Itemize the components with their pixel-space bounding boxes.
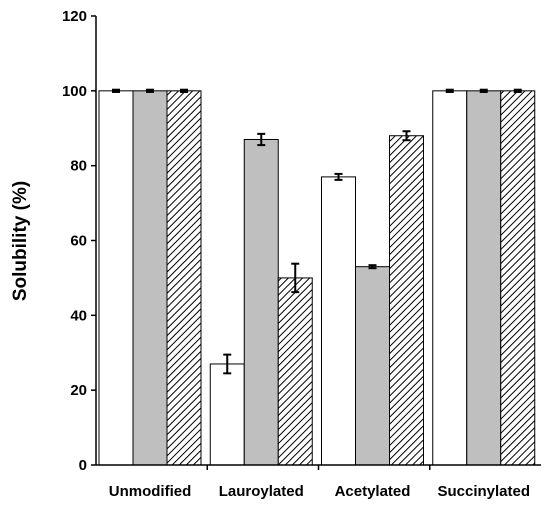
x-category-label-unmodified: Unmodified bbox=[109, 483, 192, 500]
error-bar-unmodified-white bbox=[112, 88, 120, 93]
error-bar-acetylated-white bbox=[334, 172, 343, 181]
y-axis-title: Solubility (%) bbox=[10, 181, 31, 301]
error-bar-acetylated-hatched bbox=[402, 130, 411, 142]
bar-lauroylated-gray bbox=[243, 138, 279, 466]
error-bar-succinylated-hatched bbox=[513, 88, 522, 93]
error-bar-lauroylated-white bbox=[223, 353, 232, 375]
bar-lauroylated-hatched bbox=[277, 277, 313, 466]
bar-unmodified-gray bbox=[132, 90, 168, 466]
error-bar-succinylated-white bbox=[445, 88, 454, 93]
x-category-label-succinylated: Succinylated bbox=[437, 483, 530, 500]
bar-succinylated-hatched bbox=[500, 90, 536, 466]
error-bar-acetylated-gray bbox=[368, 264, 377, 270]
bar-unmodified-hatched bbox=[166, 90, 202, 466]
error-bar-lauroylated-gray bbox=[257, 132, 266, 147]
y-tick-label: 20 bbox=[70, 382, 87, 399]
y-tick-label: 80 bbox=[70, 158, 87, 175]
bar-acetylated-gray bbox=[355, 266, 390, 466]
y-tick-label: 100 bbox=[62, 83, 87, 100]
bar-acetylated-white bbox=[321, 176, 356, 466]
bar-succinylated-gray bbox=[466, 90, 502, 466]
error-bar-unmodified-hatched bbox=[180, 88, 188, 93]
x-category-label-lauroylated: Lauroylated bbox=[219, 483, 304, 500]
y-tick-label: 0 bbox=[79, 457, 87, 474]
error-bar-succinylated-gray bbox=[479, 88, 488, 93]
bars-layer bbox=[98, 90, 536, 466]
y-tick-label: 120 bbox=[62, 8, 87, 25]
bar-unmodified-white bbox=[98, 90, 134, 466]
y-tick-label: 40 bbox=[70, 307, 87, 324]
error-bar-unmodified-gray bbox=[146, 88, 154, 93]
error-bar-lauroylated-hatched bbox=[291, 262, 300, 294]
axes: 0 20 40 60 80 100 120 Unmodified Lauroylated Acet… bbox=[62, 8, 541, 500]
bar-acetylated-hatched bbox=[389, 135, 424, 466]
error-bars-layer bbox=[112, 88, 522, 375]
x-category-label-acetylated: Acetylated bbox=[335, 483, 411, 500]
bar-lauroylated-white bbox=[209, 363, 245, 466]
y-tick-label: 60 bbox=[70, 233, 87, 250]
bar-succinylated-white bbox=[432, 90, 468, 466]
